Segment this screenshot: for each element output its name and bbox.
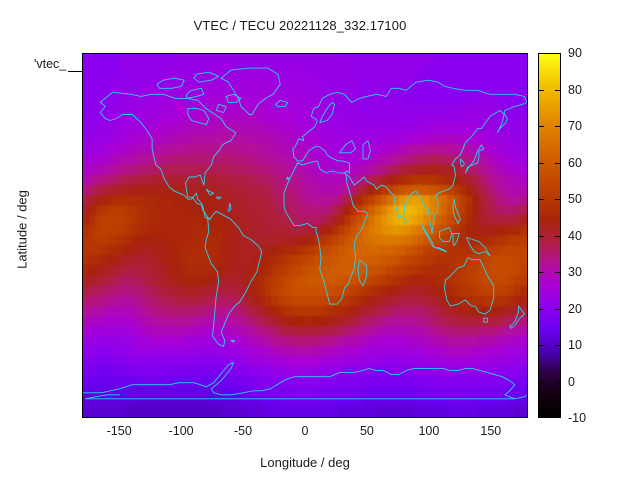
map-axes[interactable] xyxy=(82,53,528,418)
coastline-path xyxy=(188,108,209,124)
colorbar-tick-label: 90 xyxy=(568,46,582,60)
colorbar-tick-mark xyxy=(555,381,560,383)
coastline-path xyxy=(100,102,210,219)
colorbar-tick-label: 20 xyxy=(568,301,582,316)
coastline-path xyxy=(231,340,235,342)
coastline-path xyxy=(435,248,447,252)
coastline-path xyxy=(510,306,525,328)
colorbar-tick-mark xyxy=(555,89,560,91)
colorbar-tick-mark xyxy=(539,381,544,383)
colorbar-tick-label: -10 xyxy=(568,411,587,425)
x-tick-label: -150 xyxy=(106,424,132,438)
colorbar-tick-mark xyxy=(539,272,544,273)
coastline-path xyxy=(439,227,451,241)
coastline-path xyxy=(320,102,335,122)
coastline-path xyxy=(206,189,213,195)
coastline-path xyxy=(100,92,236,219)
colorbar-tick-label: 60 xyxy=(568,155,582,170)
coastline-path xyxy=(205,211,262,346)
coastline-path xyxy=(467,238,490,256)
coastline-path xyxy=(453,234,459,246)
colorbar-tick-mark xyxy=(539,345,544,346)
coastline-path xyxy=(465,145,484,173)
colorbar-tick-mark xyxy=(555,126,560,127)
colorbar-tick-mark xyxy=(555,272,560,273)
colorbar-tick-mark xyxy=(555,199,560,200)
colorbar-gradient xyxy=(539,54,560,417)
coastline-path xyxy=(275,100,287,106)
colorbar-tick-mark xyxy=(539,126,544,127)
coastline-path xyxy=(340,141,356,153)
series-key-label: 'vtec_ xyxy=(34,57,67,71)
coastline-path xyxy=(363,141,370,159)
coastline-path xyxy=(460,159,464,167)
x-tick-label: 100 xyxy=(418,424,440,438)
colorbar-tick-mark xyxy=(555,235,560,237)
coastline-path xyxy=(221,68,280,114)
coastline-path xyxy=(229,203,232,211)
x-axis-label: Longitude / deg xyxy=(260,455,350,470)
colorbar-tick-label: 40 xyxy=(568,228,582,243)
coastline-path xyxy=(187,88,204,98)
coastline-path xyxy=(216,104,226,112)
coastline-path xyxy=(293,147,350,173)
coastline-path xyxy=(226,94,241,102)
x-tick-label: 50 xyxy=(359,424,374,438)
x-tick-label: 150 xyxy=(480,424,502,438)
coastline-path xyxy=(345,102,528,233)
colorbar-tick-mark xyxy=(539,162,544,164)
colorbar-tick-mark xyxy=(539,235,544,237)
coastline-path xyxy=(194,72,219,82)
coastline-path xyxy=(293,80,527,149)
colorbar-tick-mark xyxy=(555,162,560,164)
coastline-path xyxy=(404,217,406,223)
coastline-path xyxy=(157,78,184,88)
colorbar-tick-label: 50 xyxy=(568,192,582,206)
page-title: VTEC / TECU 20221128_332.17100 xyxy=(193,18,407,33)
colorbar-tick-label: 30 xyxy=(568,265,582,279)
coastline-overlay xyxy=(83,54,527,417)
coastline-path xyxy=(444,258,493,314)
coastline-path xyxy=(216,197,221,199)
coastline-path xyxy=(453,199,460,223)
colorbar-tick-mark xyxy=(555,345,560,346)
series-key-line xyxy=(68,71,82,72)
coastline-path xyxy=(287,177,290,179)
coastline-path xyxy=(83,363,527,399)
colorbar-tick-label: 0 xyxy=(568,374,575,389)
colorbar-tick-mark xyxy=(539,308,544,310)
y-axis-ticks: 806040200-20-40-60-80 xyxy=(0,0,76,480)
colorbar-tick-mark xyxy=(539,89,544,91)
x-tick-label: -100 xyxy=(168,424,194,438)
coastline-path xyxy=(422,225,434,247)
colorbar[interactable] xyxy=(538,53,561,418)
colorbar-tick-mark xyxy=(555,308,560,310)
coastline-path xyxy=(358,260,367,286)
colorbar-tick-label: 10 xyxy=(568,338,582,352)
colorbar-tick-label: 70 xyxy=(568,119,582,133)
colorbar-tick-label: 80 xyxy=(568,82,582,97)
colorbar-tick-mark xyxy=(539,199,544,200)
coastline-path xyxy=(86,395,515,399)
coastline-path xyxy=(284,161,368,304)
x-tick-label: -50 xyxy=(234,424,253,438)
coastline-path xyxy=(484,318,488,322)
y-axis-label: Latitude / deg xyxy=(14,190,30,269)
x-tick-label: 0 xyxy=(301,424,309,438)
